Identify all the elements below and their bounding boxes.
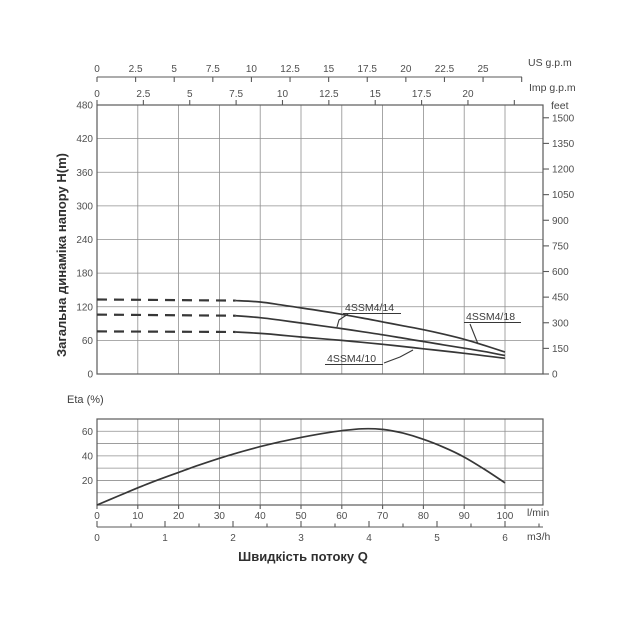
lmin-tick-label: 90: [459, 511, 471, 522]
grid-layer: [96, 104, 544, 506]
us-gpm-tick-label: 12.5: [280, 64, 300, 75]
feet-tick-label: 150: [552, 344, 569, 355]
m3h-tick-label: 6: [502, 533, 508, 544]
head-y-tick-label: 300: [76, 201, 93, 212]
eta-chart-title: Eta (%): [67, 394, 104, 406]
lmin-tick-label: 80: [418, 511, 430, 522]
feet-tick-label: 0: [552, 370, 558, 381]
lmin-tick-label: 40: [255, 511, 267, 522]
lmin-tick-label: 70: [377, 511, 389, 522]
flow-axis-title: Швидкість потоку Q: [238, 549, 368, 564]
head-y-tick-label: 180: [76, 269, 93, 280]
head-y-tick-label: 120: [76, 302, 93, 313]
eta-y-tick-label: 40: [82, 451, 94, 462]
curve-label: 4SSM4/18: [466, 311, 515, 323]
m3h-tick-label: 0: [94, 533, 100, 544]
head-y-tick-label: 60: [82, 336, 94, 347]
us-gpm-tick-label: 15: [323, 64, 335, 75]
us-gpm-tick-label: 2.5: [129, 64, 143, 75]
feet-tick-label: 600: [552, 267, 569, 278]
head-y-tick-label: 420: [76, 134, 93, 145]
us-gpm-tick-label: 10: [246, 64, 258, 75]
m3h-tick-label: 4: [366, 533, 372, 544]
lmin-tick-label: 10: [132, 511, 144, 522]
lmin-tick-label: 50: [295, 511, 307, 522]
feet-tick-label: 300: [552, 318, 569, 329]
us-gpm-tick-label: 0: [94, 64, 100, 75]
feet-tick-label: 900: [552, 216, 569, 227]
head-y-tick-label: 240: [76, 235, 93, 246]
curve-dashed-4ssm4-14: [96, 313, 236, 317]
us-gpm-tick-label: 25: [478, 64, 490, 75]
head-y-tick-label: 480: [76, 101, 93, 112]
us-gpm-tick-label: 20: [400, 64, 412, 75]
feet-tick-label: 1350: [552, 139, 575, 150]
head-y-tick-label: 0: [87, 370, 93, 381]
us-gpm-tick-label: 17.5: [358, 64, 378, 75]
curve-eta: [96, 427, 506, 506]
curve-label-leader: [383, 349, 414, 364]
curve-4ssm4-18: [235, 299, 506, 353]
lmin-tick-label: 20: [173, 511, 185, 522]
us-gpm-tick-label: 7.5: [206, 64, 220, 75]
annotations-layer: 4SSM4/14 4SSM4/18 4SSM4/10: [325, 302, 521, 365]
lmin-axis-label: l/min: [527, 507, 549, 519]
imp-gpm-tick-label: 15: [370, 89, 382, 100]
eta-chart-border: [96, 418, 544, 506]
us-gpm-tick-label: 22.5: [435, 64, 455, 75]
lmin-tick-label: 60: [336, 511, 348, 522]
feet-tick-label: 1050: [552, 190, 575, 201]
curves-layer: [96, 298, 506, 506]
imp-gpm-tick-label: 0: [94, 89, 100, 100]
m3h-axis-label: m3/h: [527, 531, 551, 543]
curve-label-leader: [469, 323, 479, 345]
imp-gpm-tick-label: 10: [277, 89, 289, 100]
m3h-tick-label: 1: [162, 533, 168, 544]
m3h-tick-label: 2: [230, 533, 236, 544]
curve-label-leader: [336, 313, 349, 328]
lmin-tick-label: 0: [94, 511, 100, 522]
curve-label: 4SSM4/10: [327, 353, 376, 365]
eta-y-tick-label: 20: [82, 476, 94, 487]
curve-label: 4SSM4/14: [345, 302, 394, 314]
feet-tick-label: 1500: [552, 113, 575, 124]
us-gpm-axis-label: US g.p.m: [528, 57, 572, 69]
head-chart-border: [96, 104, 544, 375]
curve-4ssm4-14: [235, 314, 506, 357]
imp-gpm-tick-label: 12.5: [319, 89, 339, 100]
lmin-tick-label: 30: [214, 511, 226, 522]
us-gpm-tick-label: 5: [171, 64, 177, 75]
lmin-tick-label: 100: [497, 511, 514, 522]
curve-4ssm4-10: [235, 331, 506, 360]
feet-tick-label: 750: [552, 241, 569, 252]
head-axis-title: Загальна динаміка напору H(m): [54, 153, 69, 357]
curve-dashed-4ssm4-18: [96, 298, 236, 302]
feet-axis-label: feet: [551, 100, 569, 112]
eta-y-tick-label: 60: [82, 427, 94, 438]
imp-gpm-tick-label: 5: [187, 89, 193, 100]
imp-gpm-tick-label: 17.5: [412, 89, 432, 100]
imp-gpm-tick-label: 2.5: [136, 89, 150, 100]
feet-tick-label: 450: [552, 293, 569, 304]
m3h-tick-label: 3: [298, 533, 304, 544]
imp-gpm-tick-label: 20: [462, 89, 474, 100]
curve-dashed-4ssm4-10: [96, 330, 236, 334]
feet-tick-label: 1200: [552, 165, 575, 176]
imp-gpm-tick-label: 7.5: [229, 89, 243, 100]
imp-gpm-axis-label: Imp g.p.m: [529, 82, 576, 94]
m3h-tick-label: 5: [434, 533, 440, 544]
head-y-tick-label: 360: [76, 168, 93, 179]
